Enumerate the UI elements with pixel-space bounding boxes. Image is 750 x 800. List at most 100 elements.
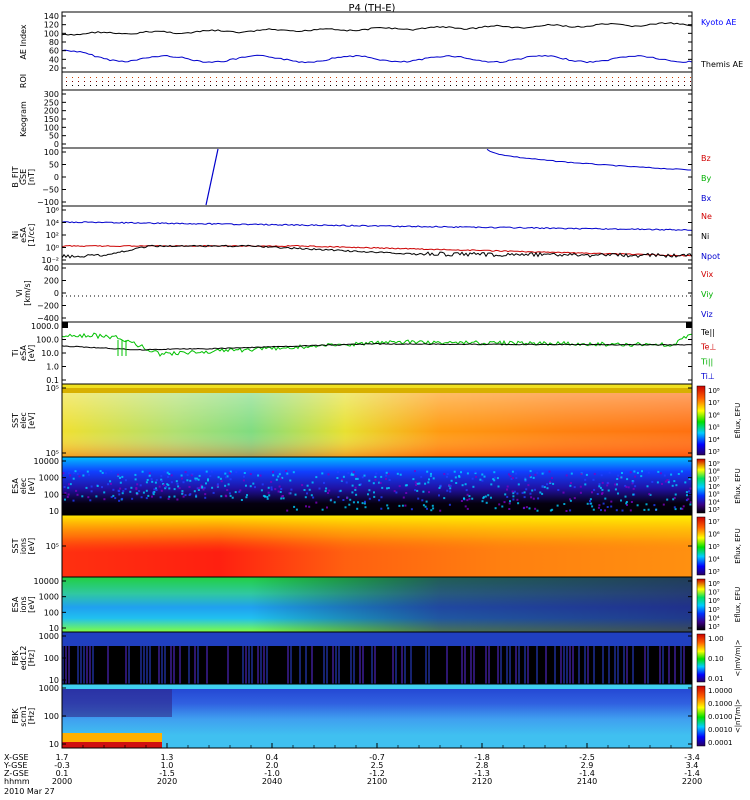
colorbar-tick: 10⁶ <box>708 483 720 491</box>
roi-dot <box>690 77 691 78</box>
esa-speckle <box>511 477 514 480</box>
esa-speckle <box>329 499 332 502</box>
esa-speckle <box>114 497 117 500</box>
roi-dot <box>636 77 637 78</box>
esa-speckle <box>679 507 682 510</box>
y-tick-label: 10⁴ <box>46 219 59 228</box>
esa-speckle <box>675 484 678 487</box>
roi-dot <box>390 81 391 82</box>
esa-speckle <box>663 474 666 477</box>
fbk-stripe <box>668 646 670 684</box>
esa-speckle <box>78 475 81 478</box>
esa-speckle <box>667 479 670 482</box>
roi-dot <box>120 77 121 78</box>
esa-speckle <box>328 489 331 492</box>
esa-speckle <box>141 470 144 473</box>
y-tick-label: 0 <box>54 140 59 149</box>
esa-speckle <box>474 472 477 475</box>
roi-dot <box>372 81 373 82</box>
roi-dot <box>456 85 457 86</box>
roi-dot <box>150 81 151 82</box>
esa-speckle <box>167 475 170 478</box>
esa-speckle <box>479 478 482 481</box>
esa-speckle <box>272 470 274 473</box>
esa-speckle <box>649 493 652 496</box>
esa-speckle <box>145 481 148 484</box>
esa-elec-noise <box>62 470 692 512</box>
roi-dot <box>366 77 367 78</box>
fbk-stripe <box>305 646 307 684</box>
y-tick-label: −50 <box>42 186 59 195</box>
esa-speckle <box>589 498 592 501</box>
fbk-stripe <box>572 646 574 684</box>
roi-dot <box>372 85 373 86</box>
colorbar-1 <box>696 458 706 514</box>
esa-speckle <box>471 477 474 480</box>
esa-speckle <box>182 495 185 498</box>
esa-speckle <box>512 495 515 498</box>
time-axis-value: 2040 <box>262 777 282 786</box>
roi-dot <box>504 77 505 78</box>
esa-speckle <box>150 478 153 481</box>
esa-speckle <box>430 509 433 512</box>
y-tick-label: 10 <box>49 740 59 749</box>
esa-speckle <box>281 476 284 479</box>
roi-dot <box>114 85 115 86</box>
esa-speckle <box>468 495 471 498</box>
esa-speckle <box>119 487 122 490</box>
fbk-stripe <box>524 646 526 684</box>
esa-speckle <box>176 498 179 501</box>
esa-speckle <box>380 475 383 478</box>
roi-dot <box>120 81 121 82</box>
y-tick-label: 100 <box>44 712 59 721</box>
esa-speckle <box>387 487 390 489</box>
y-tick-label: 10⁰ <box>46 244 59 253</box>
esa-speckle <box>378 481 381 484</box>
esa-speckle <box>278 473 281 476</box>
esa-speckle <box>318 487 321 490</box>
esa-speckle <box>604 509 606 512</box>
roi-dot <box>480 85 481 86</box>
esa-speckle <box>152 493 155 496</box>
fbk-stripe <box>560 646 562 684</box>
esa-speckle <box>601 481 604 484</box>
panel-ylabel-esa_i: ions <box>19 596 28 612</box>
roi-dot <box>246 77 247 78</box>
roi-dot <box>456 81 457 82</box>
roi-dot <box>462 85 463 86</box>
esa-speckle <box>260 489 263 492</box>
roi-dot <box>654 85 655 86</box>
esa-speckle <box>591 505 594 508</box>
time-axis-value: 2.5 <box>371 761 384 770</box>
esa-speckle <box>614 483 617 486</box>
esa-speckle <box>363 502 366 505</box>
fbk-stripe <box>161 646 163 684</box>
legend-entry-bfit: Bz <box>701 154 711 163</box>
esa-speckle <box>64 492 67 495</box>
colorbar-tick: 0.0010 <box>708 726 733 734</box>
legend-entry-ae: Themis AE <box>700 60 743 69</box>
esa-speckle <box>549 509 552 512</box>
fbk-stripe <box>350 646 352 684</box>
esa-speckle <box>354 486 357 489</box>
esa-speckle <box>342 499 345 501</box>
roi-dot <box>318 81 319 82</box>
time-axis-value: 2140 <box>577 777 597 786</box>
esa-speckle <box>198 474 201 477</box>
roi-dot <box>534 77 535 78</box>
esa-speckle <box>242 479 245 482</box>
y-tick-label: 50 <box>49 132 59 141</box>
esa-speckle <box>181 477 183 480</box>
esa-speckle <box>599 486 602 489</box>
esa-speckle <box>460 471 462 474</box>
esa-speckle <box>674 508 677 511</box>
series-bx-jump <box>205 148 219 206</box>
roi-dot <box>66 85 67 86</box>
esa-speckle <box>103 498 106 501</box>
esa-speckle <box>257 474 260 477</box>
esa-speckle <box>475 475 478 478</box>
roi-dot <box>396 85 397 86</box>
esa-speckle <box>543 486 546 489</box>
legend-entry-ti: Te⊥ <box>700 343 716 352</box>
roi-dot <box>654 81 655 82</box>
